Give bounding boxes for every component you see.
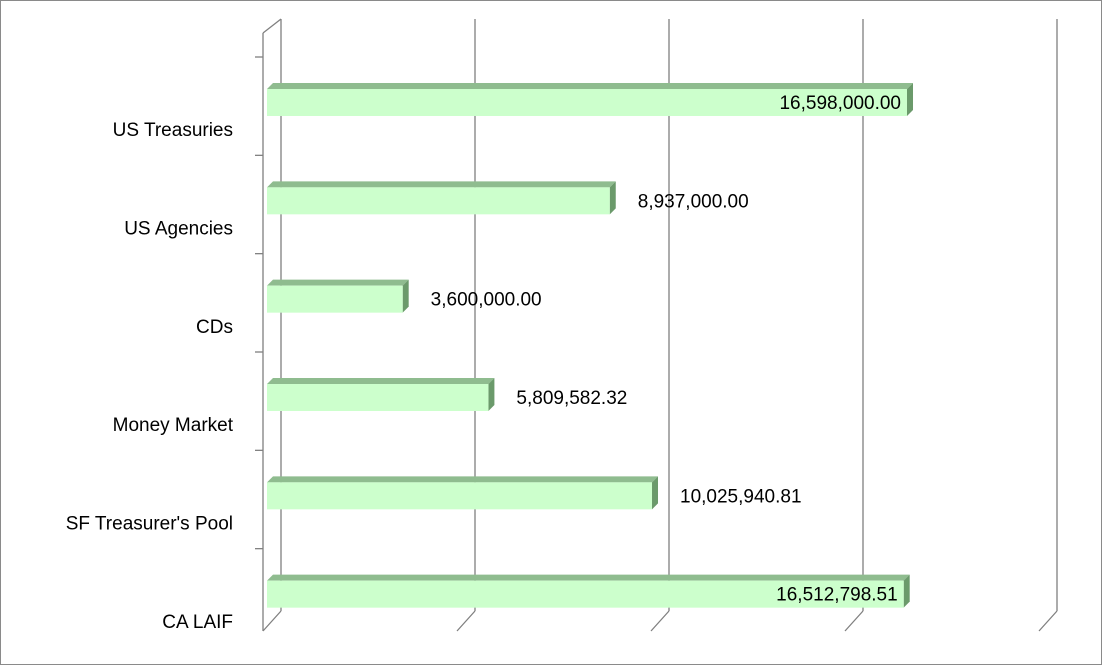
bar xyxy=(267,285,403,313)
bar-side-face xyxy=(907,83,914,116)
bar-side-face xyxy=(652,476,659,510)
bar-side-face xyxy=(903,574,910,608)
bar-top-face xyxy=(267,279,409,286)
data-label: 3,600,000.00 xyxy=(431,290,542,311)
bar-top-face xyxy=(267,574,910,581)
data-label: 16,598,000.00 xyxy=(779,93,901,114)
bar xyxy=(267,187,610,215)
bar xyxy=(267,384,489,411)
category-label: US Agencies xyxy=(124,219,233,240)
bar-side-face xyxy=(402,279,409,313)
data-label: 10,025,940.81 xyxy=(680,486,802,507)
bar-top-face xyxy=(267,476,659,483)
data-label: 5,809,582.32 xyxy=(516,388,627,409)
bar xyxy=(267,482,653,510)
bar xyxy=(267,580,904,608)
data-label: 16,512,798.51 xyxy=(776,585,898,606)
bar-top-face xyxy=(267,378,495,384)
bar-top-face xyxy=(267,181,616,188)
category-label: US Treasuries xyxy=(113,120,233,141)
floor-depth-line xyxy=(456,610,476,632)
category-label: SF Treasurer's Pool xyxy=(66,514,233,535)
bar xyxy=(267,89,908,116)
data-label: 8,937,000.00 xyxy=(638,191,749,212)
floor-depth-line xyxy=(262,610,282,632)
floor-depth-line xyxy=(844,610,864,632)
wall-top-edge xyxy=(262,18,282,34)
bar-side-face xyxy=(609,181,616,215)
category-label: CA LAIF xyxy=(162,612,233,633)
category-label: Money Market xyxy=(113,415,234,436)
bar-side-face xyxy=(488,378,495,411)
floor-depth-line xyxy=(650,610,670,632)
category-label: CDs xyxy=(196,317,233,338)
bar-top-face xyxy=(267,83,914,89)
floor-depth-line xyxy=(1038,610,1058,632)
